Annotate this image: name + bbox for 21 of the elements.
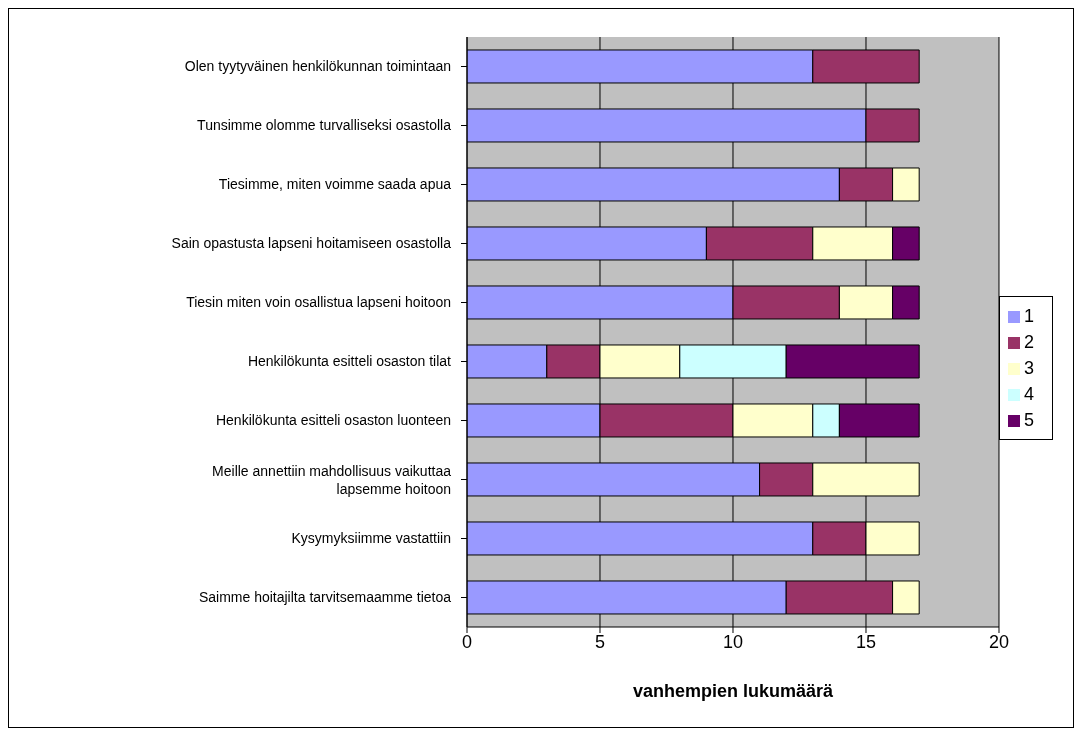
y-tick-label: Henkilökunta esitteli osaston luonteen: [215, 411, 451, 428]
y-tick-label: Meille annettiin mahdollisuus vaikuttaa lapsemme hoitoon: [212, 462, 452, 497]
y-tick-label: Sain opastusta lapseni hoitamiseen osastolla: [171, 234, 452, 251]
y-tick-label: Tiesin miten voin osallistua lapseni hoitoon: [186, 293, 451, 310]
y-tick-label: Olen tyytyväinen henkilökunnan toimintaan: [184, 57, 451, 74]
legend-label: 4: [1023, 384, 1034, 404]
y-tick-label: Saimme hoitajilta tarvitsemaamme tietoa: [198, 588, 452, 605]
x-tick-label: 0: [461, 631, 473, 652]
y-tick-label: Tiesimme, miten voimme saada apua: [218, 175, 452, 192]
x-tick-label: 15: [855, 631, 876, 652]
x-tick-label: 10: [722, 631, 744, 652]
legend-label: 5: [1023, 410, 1034, 430]
y-tick-label: Henkilökunta esitteli osaston tilat: [247, 352, 452, 369]
legend-label: 2: [1023, 332, 1034, 352]
y-tick-label: Tunsimme olomme turvalliseksi osastolla: [197, 116, 452, 133]
x-tick-label: 5: [594, 631, 605, 652]
legend-label: 3: [1023, 358, 1034, 378]
x-tick-label: 20: [988, 631, 1009, 652]
legend-label: 1: [1023, 306, 1034, 326]
y-tick-label: Kysymyksiimme vastattiin: [291, 529, 451, 546]
x-axis-title: vanhempien lukumäärä: [632, 681, 835, 701]
